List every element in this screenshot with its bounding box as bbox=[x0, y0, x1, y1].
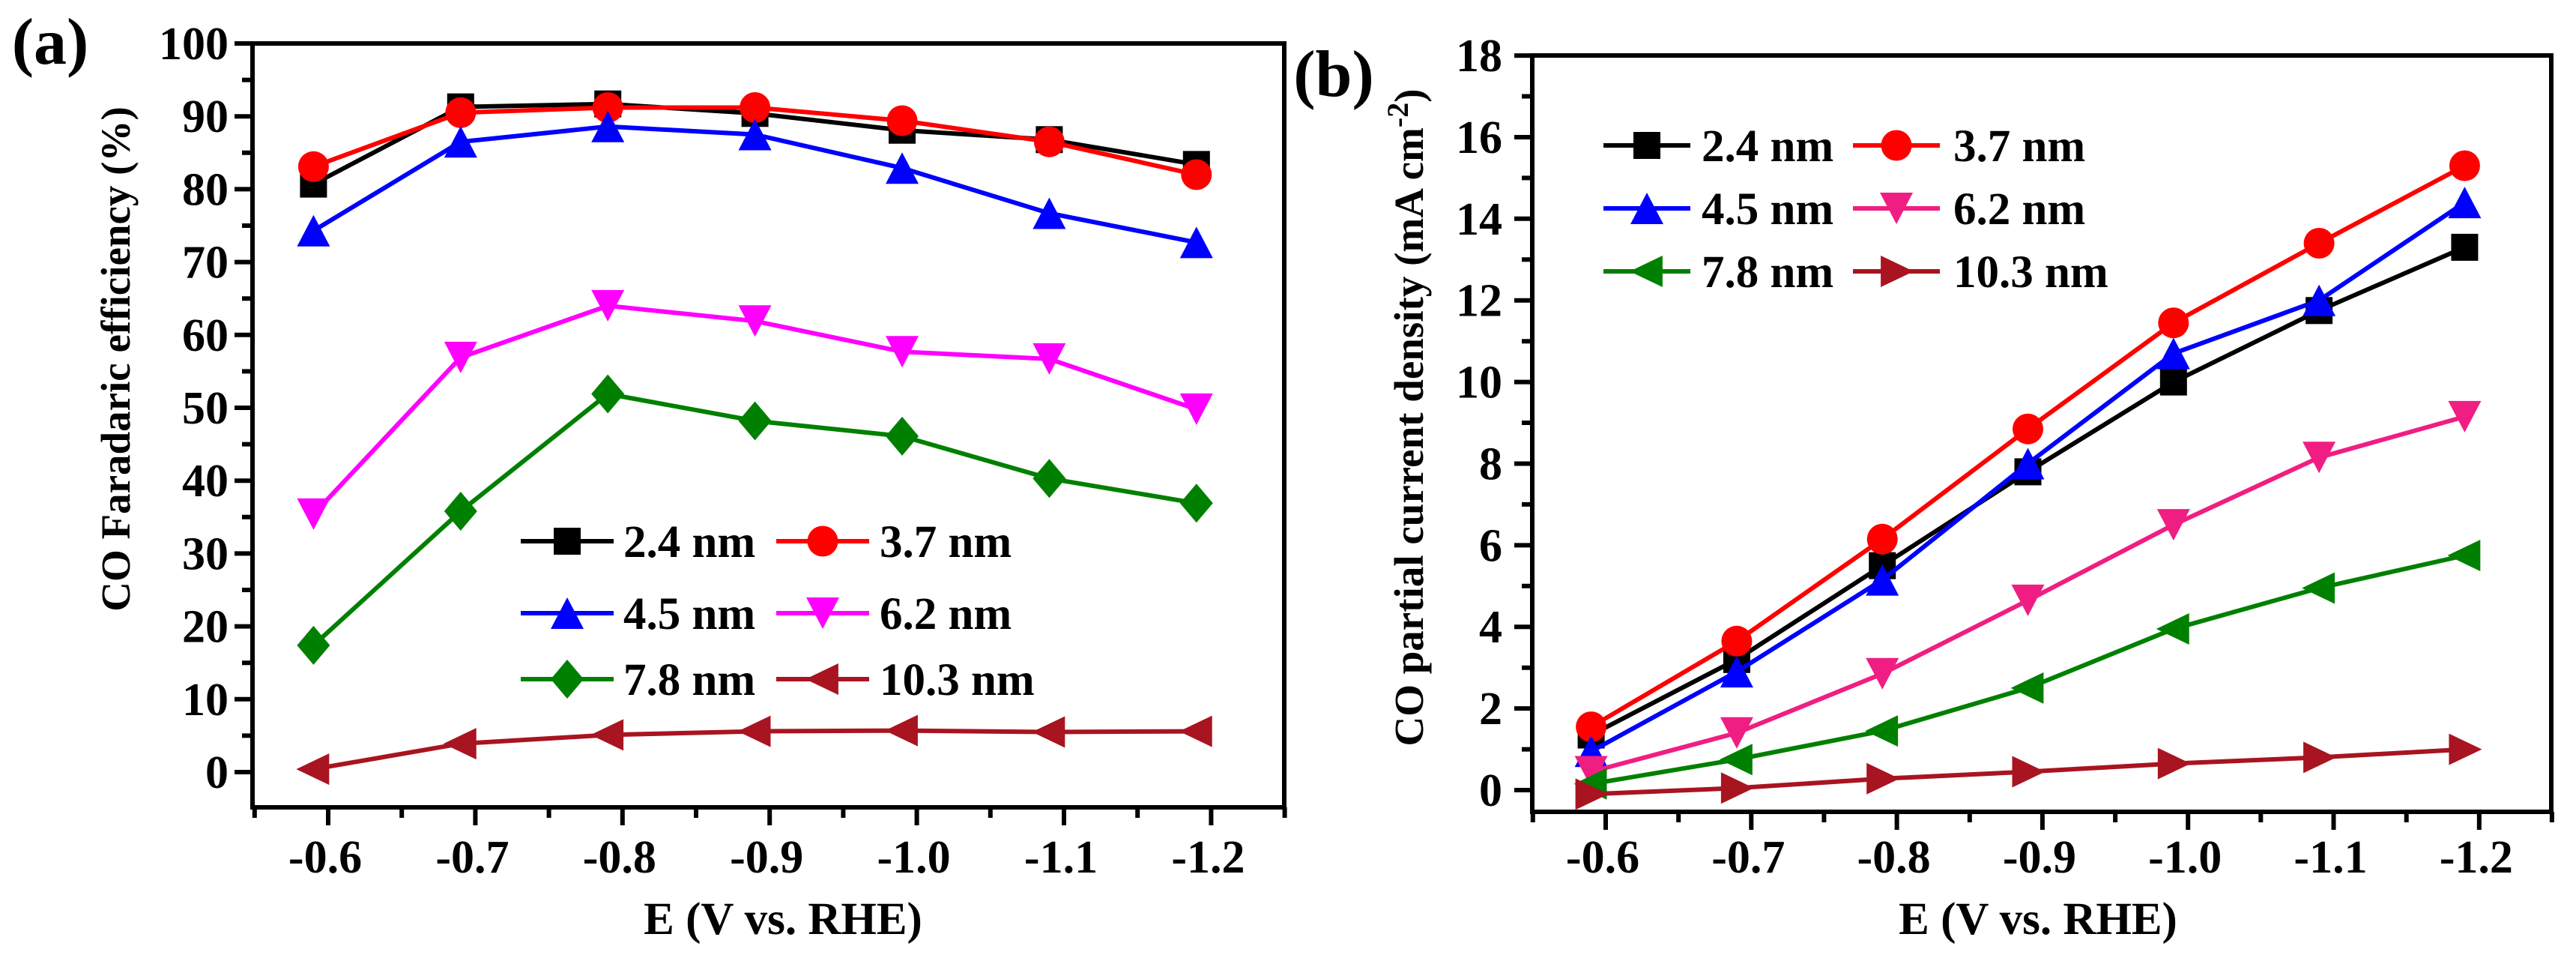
svg-text:0: 0 bbox=[205, 747, 229, 798]
svg-text:30: 30 bbox=[182, 528, 229, 579]
svg-text:CO partial current density (mA: CO partial current density (mA cm-2) bbox=[1381, 88, 1432, 746]
svg-text:10: 10 bbox=[1456, 358, 1502, 409]
svg-text:10: 10 bbox=[182, 675, 229, 726]
svg-text:3.7 nm: 3.7 nm bbox=[1953, 121, 2085, 172]
svg-text:-0.8: -0.8 bbox=[583, 832, 656, 883]
svg-text:-0.9: -0.9 bbox=[2003, 832, 2076, 883]
svg-text:6.2 nm: 6.2 nm bbox=[1953, 184, 2085, 235]
svg-text:CO Faradaric efficiency (%): CO Faradaric efficiency (%) bbox=[93, 106, 139, 612]
svg-text:18: 18 bbox=[1456, 31, 1502, 82]
svg-text:7.8 nm: 7.8 nm bbox=[1702, 247, 1833, 298]
svg-text:-1.2: -1.2 bbox=[1171, 832, 1245, 883]
svg-text:70: 70 bbox=[182, 238, 229, 289]
svg-text:20: 20 bbox=[182, 602, 229, 653]
svg-text:40: 40 bbox=[182, 456, 229, 507]
svg-text:60: 60 bbox=[182, 310, 229, 361]
svg-text:-1.0: -1.0 bbox=[877, 832, 951, 883]
svg-text:0: 0 bbox=[1479, 765, 1502, 816]
svg-text:12: 12 bbox=[1456, 276, 1502, 327]
svg-text:80: 80 bbox=[182, 164, 229, 215]
svg-text:16: 16 bbox=[1456, 112, 1502, 163]
svg-text:2.4 nm: 2.4 nm bbox=[623, 517, 755, 567]
svg-text:(b): (b) bbox=[1293, 38, 1374, 111]
svg-text:E (V vs. RHE): E (V vs. RHE) bbox=[644, 894, 922, 945]
svg-text:100: 100 bbox=[159, 19, 229, 70]
svg-text:14: 14 bbox=[1456, 194, 1502, 245]
svg-text:4.5 nm: 4.5 nm bbox=[1702, 184, 1833, 235]
svg-text:4: 4 bbox=[1479, 602, 1502, 653]
svg-text:-0.7: -0.7 bbox=[1711, 832, 1785, 883]
svg-text:(a): (a) bbox=[12, 6, 89, 79]
svg-text:-1.2: -1.2 bbox=[2440, 832, 2513, 883]
svg-text:2: 2 bbox=[1479, 684, 1502, 735]
svg-text:-1.1: -1.1 bbox=[2294, 832, 2367, 883]
svg-text:90: 90 bbox=[182, 91, 229, 142]
svg-text:3.7 nm: 3.7 nm bbox=[880, 517, 1012, 567]
svg-text:-0.7: -0.7 bbox=[435, 832, 509, 883]
svg-text:10.3 nm: 10.3 nm bbox=[880, 655, 1035, 705]
svg-text:-0.6: -0.6 bbox=[1566, 832, 1639, 883]
svg-text:-1.0: -1.0 bbox=[2148, 832, 2222, 883]
svg-text:6.2 nm: 6.2 nm bbox=[880, 589, 1012, 639]
svg-text:4.5 nm: 4.5 nm bbox=[623, 589, 755, 639]
svg-text:10.3 nm: 10.3 nm bbox=[1953, 247, 2108, 298]
svg-text:E (V vs. RHE): E (V vs. RHE) bbox=[1899, 894, 2177, 945]
svg-text:6: 6 bbox=[1479, 520, 1502, 571]
svg-text:-0.9: -0.9 bbox=[730, 832, 803, 883]
svg-text:-0.6: -0.6 bbox=[288, 832, 362, 883]
svg-text:-1.1: -1.1 bbox=[1024, 832, 1098, 883]
svg-text:7.8 nm: 7.8 nm bbox=[623, 655, 755, 705]
svg-text:2.4 nm: 2.4 nm bbox=[1702, 121, 1833, 172]
svg-text:-0.8: -0.8 bbox=[1857, 832, 1931, 883]
svg-text:50: 50 bbox=[182, 383, 229, 434]
svg-text:8: 8 bbox=[1479, 439, 1502, 490]
